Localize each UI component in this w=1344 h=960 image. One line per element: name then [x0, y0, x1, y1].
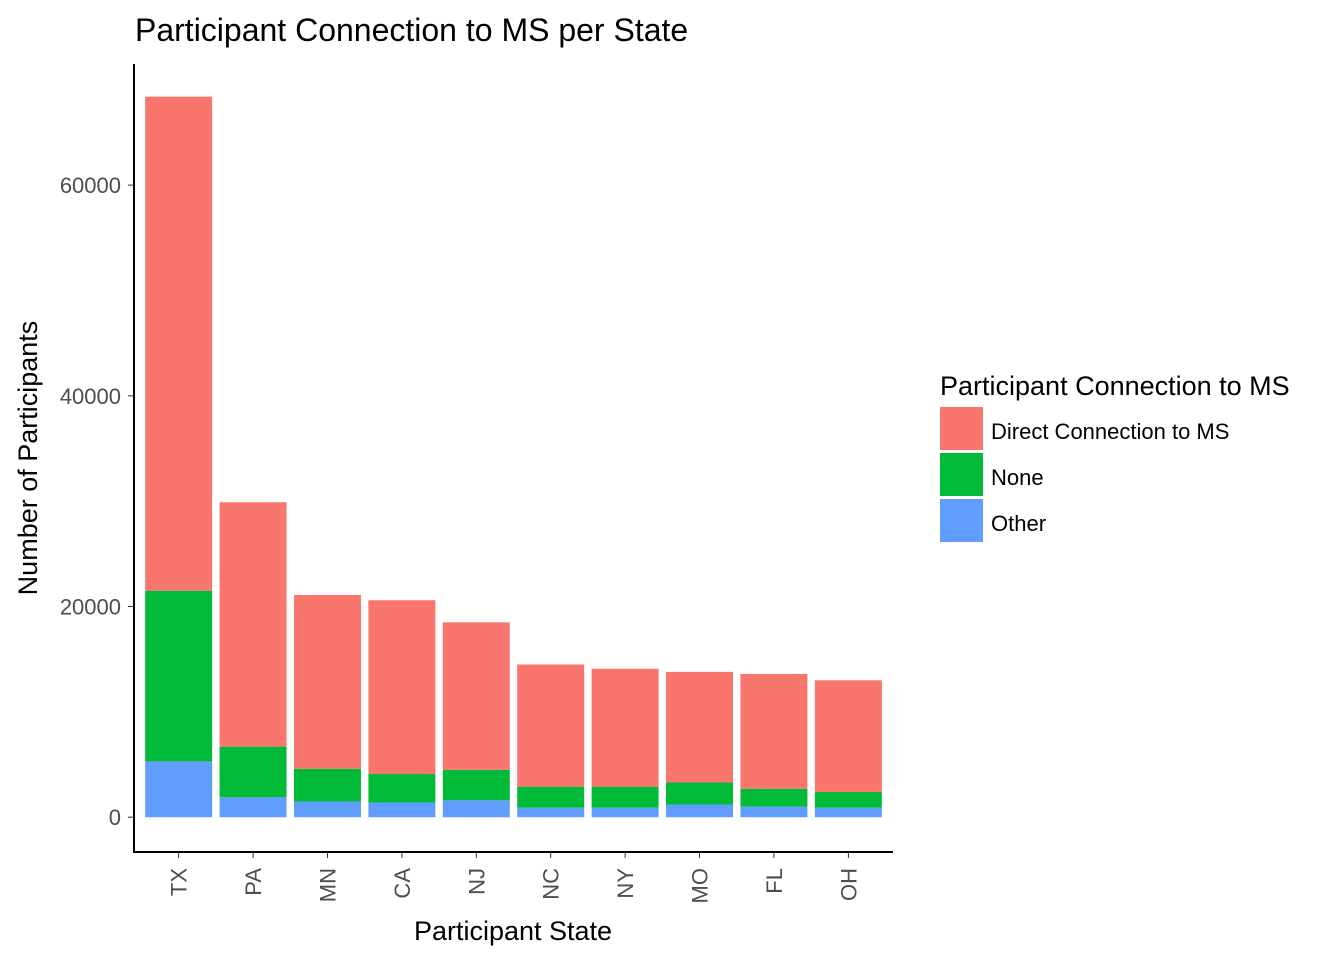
x-tick-label: PA [241, 868, 266, 896]
chart-title: Participant Connection to MS per State [135, 12, 688, 48]
bar-nc-series-0 [517, 807, 585, 818]
y-tick-label: 40000 [60, 384, 121, 409]
legend-key [940, 499, 983, 542]
x-tick-label: NY [613, 868, 638, 899]
bar-nj-series-0 [442, 800, 510, 818]
bar-mo-series-1 [666, 782, 734, 805]
bar-fl-series-0 [740, 806, 808, 818]
bar-mo-series-2 [666, 671, 734, 783]
bar-tx-series-1 [145, 590, 213, 762]
bar-nj-series-2 [442, 622, 510, 770]
legend: Participant Connection to MS Direct Conn… [940, 371, 1290, 542]
x-tick-label: NC [539, 868, 564, 900]
x-axis-ticks: TX PA MN CA NJ NC NY MO FL OH [167, 852, 861, 903]
bar-pa-series-0 [219, 797, 287, 818]
bar-ny-series-0 [591, 807, 659, 818]
x-tick-label: MN [316, 868, 341, 902]
bar-pa-series-2 [219, 502, 287, 747]
bar-nc-series-1 [517, 786, 585, 808]
x-tick-label: NJ [464, 868, 489, 895]
bar-mn-series-1 [293, 768, 361, 802]
bar-pa-series-1 [219, 746, 287, 798]
y-tick-label: 20000 [60, 595, 121, 620]
y-axis-title: Number of Participants [13, 321, 43, 596]
x-tick-label: OH [836, 868, 861, 901]
legend-label: None [991, 465, 1044, 490]
legend-key [940, 407, 983, 450]
x-axis-title: Participant State [414, 916, 612, 946]
legend-label: Direct Connection to MS [991, 419, 1229, 444]
bar-oh-series-0 [814, 807, 882, 818]
legend-key [940, 453, 983, 496]
bar-ca-series-2 [368, 600, 436, 775]
bar-tx-series-0 [145, 761, 213, 818]
bar-nc-series-2 [517, 664, 585, 787]
bar-ca-series-0 [368, 802, 436, 818]
y-axis-ticks: 0 20000 40000 60000 [60, 173, 134, 830]
bar-tx-series-2 [145, 96, 213, 591]
y-tick-label: 0 [109, 805, 121, 830]
bar-oh-series-1 [814, 791, 882, 808]
y-tick-label: 60000 [60, 173, 121, 198]
bar-ca-series-1 [368, 774, 436, 803]
x-tick-label: TX [167, 868, 192, 896]
bar-mo-series-0 [666, 804, 734, 818]
bar-fl-series-1 [740, 788, 808, 807]
bar-oh-series-2 [814, 680, 882, 792]
bar-nj-series-1 [442, 769, 510, 801]
legend-label: Other [991, 511, 1046, 536]
plot-area [145, 96, 882, 818]
bar-mn-series-2 [293, 594, 361, 769]
bar-ny-series-2 [591, 668, 659, 787]
bar-fl-series-2 [740, 673, 808, 789]
legend-title: Participant Connection to MS [940, 371, 1290, 401]
x-tick-label: MO [688, 868, 713, 903]
bar-mn-series-0 [293, 801, 361, 818]
bar-ny-series-1 [591, 786, 659, 808]
x-tick-label: FL [762, 868, 787, 894]
x-tick-label: CA [390, 868, 415, 899]
legend-items: Direct Connection to MS None Other [940, 407, 1229, 542]
